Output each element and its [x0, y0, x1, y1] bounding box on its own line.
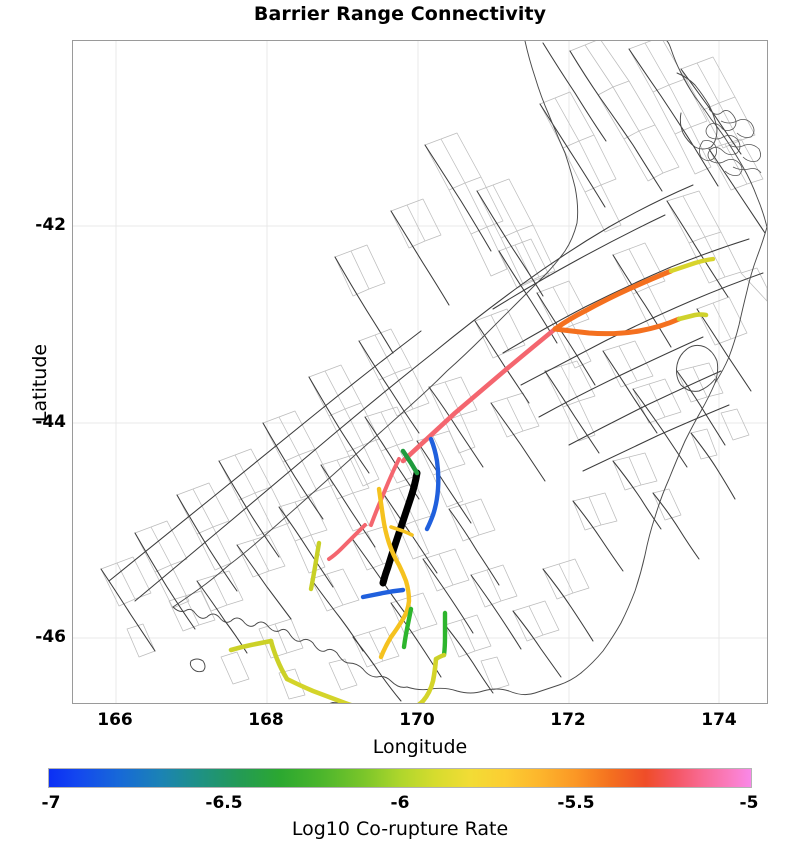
fault-salmon-short [327, 523, 367, 561]
y-axis-label: Latitude [29, 343, 51, 423]
fault-green-south-a [401, 606, 414, 650]
ytick-minus46: -46 [35, 627, 66, 647]
x-axis-label: Longitude [372, 736, 468, 758]
fault-south-yellow-long [284, 656, 439, 703]
figure-title: Barrier Range Connectivity [253, 3, 547, 25]
xtick-170: 170 [399, 710, 435, 730]
fault-central-yellow [376, 486, 412, 660]
map-svg [73, 41, 767, 703]
colorbar [48, 768, 752, 788]
colorbar-tick-minus6p5: -6.5 [205, 793, 243, 813]
xtick-172: 172 [550, 710, 586, 730]
fault-traces [100, 42, 766, 702]
fault-olive-connector [433, 652, 447, 662]
fault-parallel-west [369, 457, 401, 527]
connected-fault-segments [228, 256, 716, 703]
fault-ne-tip-north [668, 256, 716, 274]
fault-ostler-blue [424, 436, 441, 532]
colorbar-tick-minus5p5: -5.5 [557, 793, 595, 813]
fault-ne-tip-south [676, 312, 709, 322]
map-plot-area [72, 40, 768, 704]
fault-west-olive [308, 540, 322, 592]
xtick-168: 168 [248, 710, 284, 730]
fault-green-south-b [441, 610, 448, 658]
colorbar-tick-minus7: -7 [41, 793, 61, 813]
fault-alpine-ne-branch-south [552, 316, 682, 337]
colorbar-gradient [48, 768, 752, 788]
ytick-minus44: -44 [35, 412, 66, 432]
fault-yellow-spur [389, 525, 414, 537]
xtick-174: 174 [701, 710, 737, 730]
ytick-minus42: -42 [35, 215, 66, 235]
fault-alpine-central [400, 326, 558, 464]
fault-alpine-ne-branch-north [552, 268, 674, 332]
colorbar-tick-minus6: -6 [390, 793, 410, 813]
fault-surface-projections [100, 41, 767, 700]
fault-blue-south [360, 587, 406, 600]
fault-barrier-range-main [379, 469, 421, 587]
fault-detail-cluster [699, 108, 762, 176]
fault-olive-southwest [268, 638, 290, 682]
xtick-166: 166 [97, 710, 133, 730]
fault-barrier-range-tip [400, 448, 420, 476]
colorbar-label: Log10 Co-rupture Rate [291, 818, 509, 840]
coastline [172, 41, 767, 703]
colorbar-tick-minus5: -5 [739, 793, 759, 813]
fault-olive-southwest-b [228, 638, 274, 653]
